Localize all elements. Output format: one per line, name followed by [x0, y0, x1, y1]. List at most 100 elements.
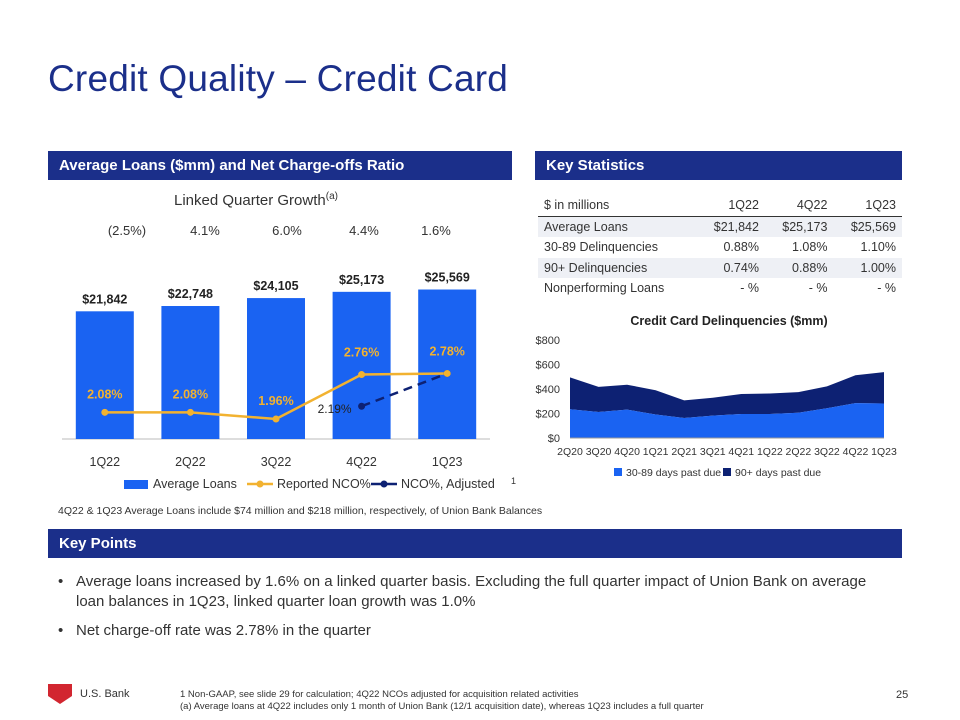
loans-section-header: Average Loans ($mm) and Net Charge-offs …	[48, 151, 512, 180]
cell-value: $25,569	[833, 216, 902, 237]
table-row: 30-89 Delinquencies 0.88% 1.08% 1.10%	[538, 237, 902, 258]
stats-section-header: Key Statistics	[535, 151, 902, 180]
key-statistics-table: $ in millions 1Q22 4Q22 1Q23 Average Loa…	[538, 195, 902, 299]
x-tick-label: 4Q20	[614, 446, 640, 458]
cell-value: - %	[808, 281, 828, 296]
column-header: 4Q22	[764, 195, 834, 217]
adjusted-nco-label: 2.19%	[318, 402, 352, 416]
bar	[418, 289, 477, 439]
shield-icon	[48, 684, 72, 704]
y-tick-label: $400	[536, 384, 560, 396]
bar	[75, 311, 134, 439]
cell-value: $25,173	[764, 216, 834, 237]
cell-value: 0.88%	[764, 257, 834, 278]
row-label: 90+ Delinquencies	[538, 257, 697, 278]
legend-swatch	[723, 468, 731, 476]
y-tick-label: $200	[536, 409, 560, 421]
footnotes: 1 Non-GAAP, see slide 29 for calculation…	[180, 689, 704, 713]
growth-value: (2.5%)	[107, 223, 147, 238]
brand-name: U.S. Bank	[80, 688, 130, 700]
growth-value: 6.0%	[272, 223, 302, 238]
footnote-2: (a) Average loans at 4Q22 includes only …	[180, 701, 704, 712]
growth-value: 4.1%	[190, 223, 220, 238]
reported-nco-point	[358, 371, 366, 379]
footnote-1: 1 Non-GAAP, see slide 29 for calculation…	[180, 689, 579, 700]
growth-value: 1.6%	[421, 223, 451, 238]
bar-label: $21,842	[82, 292, 127, 306]
brand-logo: U.S. Bank	[48, 684, 130, 704]
growth-title-text: Linked Quarter Growth	[174, 192, 326, 209]
nco-data-label: 2.08%	[87, 387, 122, 401]
column-header: $ in millions	[538, 195, 697, 217]
bar-label: $22,748	[168, 287, 213, 301]
key-point-item: Net charge-off rate was 2.78% in the qua…	[58, 621, 898, 641]
x-tick-label: 2Q21	[671, 446, 697, 458]
adjusted-nco-point	[358, 402, 366, 410]
footnote-marker: 1	[511, 476, 517, 486]
reported-nco-point	[443, 369, 451, 377]
cell-value: $21,842	[696, 216, 765, 237]
x-tick-label: 1Q22	[90, 455, 121, 469]
x-tick-label: 3Q20	[586, 446, 612, 458]
reported-nco-point	[272, 415, 280, 423]
legend-swatch	[124, 480, 148, 489]
series-line-adjusted-nco	[361, 372, 448, 408]
key-point-item: Average loans increased by 1.6% on a lin…	[58, 572, 898, 612]
bar	[332, 291, 391, 439]
table-row: Nonperforming Loans - % - % - %	[538, 278, 902, 299]
loans-nco-chart: $21,842 1Q22 $22,748 2Q22 $24,105 3Q22 $25,173…	[62, 271, 495, 491]
cell-value: 0.88%	[723, 240, 759, 255]
legend-label: 90+ days past due	[735, 467, 821, 479]
table-row: Average Loans $21,842 $25,173 $25,569	[538, 216, 902, 237]
x-tick-label: 4Q22	[843, 446, 869, 458]
row-label: Average Loans	[538, 216, 697, 237]
bar-label: $25,569	[425, 271, 470, 285]
column-header: 1Q23	[833, 195, 902, 217]
y-tick-label: $800	[536, 335, 560, 347]
column-header: 1Q22	[696, 195, 765, 217]
chart-title: Credit Card Delinquencies ($mm)	[630, 314, 827, 328]
loans-note: 4Q22 & 1Q23 Average Loans include $74 mi…	[58, 505, 543, 517]
growth-title: Linked Quarter Growth(a)	[0, 191, 512, 209]
table-row: 90+ Delinquencies 0.74% 0.88% 1.00%	[538, 257, 902, 278]
x-tick-label: 4Q22	[346, 455, 377, 469]
bar	[161, 306, 220, 439]
bar-label: $24,105	[253, 279, 298, 293]
key-points-list: Average loans increased by 1.6% on a lin…	[58, 572, 898, 650]
x-tick-label: 1Q21	[643, 446, 669, 458]
nco-data-label: 2.08%	[173, 387, 208, 401]
reported-nco-point	[101, 408, 109, 416]
delinquencies-chart: Credit Card Delinquencies ($mm) $0 $200 $40…	[536, 314, 897, 479]
key-points-header: Key Points	[48, 529, 902, 558]
y-tick-label: $600	[536, 360, 560, 372]
nco-data-label: 2.76%	[344, 346, 379, 360]
x-tick-label: 1Q23	[432, 455, 463, 469]
area-30-89	[570, 403, 884, 438]
legend-label: Average Loans	[153, 477, 237, 491]
legend-swatch	[614, 468, 622, 476]
x-tick-label: 3Q21	[700, 446, 726, 458]
area-90-plus	[570, 372, 884, 419]
row-label: 30-89 Delinquencies	[544, 240, 658, 255]
legend-label: NCO%, Adjusted	[401, 477, 495, 491]
x-tick-label: 1Q23	[871, 446, 897, 458]
x-tick-label: 2Q20	[557, 446, 583, 458]
legend-label: Reported NCO%	[277, 477, 371, 491]
table-header-row: $ in millions 1Q22 4Q22 1Q23	[538, 195, 902, 217]
cell-value: 1.00%	[833, 257, 902, 278]
cell-value: 1.10%	[860, 240, 896, 255]
cell-value: 1.08%	[792, 240, 828, 255]
x-tick-label: 1Q22	[757, 446, 783, 458]
x-tick-label: 3Q22	[261, 455, 292, 469]
legend-swatch	[256, 480, 264, 488]
cell-value: 0.74%	[696, 257, 765, 278]
page-number: 25	[896, 689, 909, 701]
nco-data-label: 2.78%	[429, 344, 464, 358]
legend-swatch	[380, 480, 388, 488]
cell-value: - %	[877, 281, 896, 296]
x-tick-label: 2Q22	[175, 455, 206, 469]
x-tick-label: 2Q22	[786, 446, 812, 458]
cell-value: - %	[740, 281, 759, 296]
legend-label: 30-89 days past due	[626, 467, 721, 479]
x-tick-label: 4Q21	[728, 446, 754, 458]
